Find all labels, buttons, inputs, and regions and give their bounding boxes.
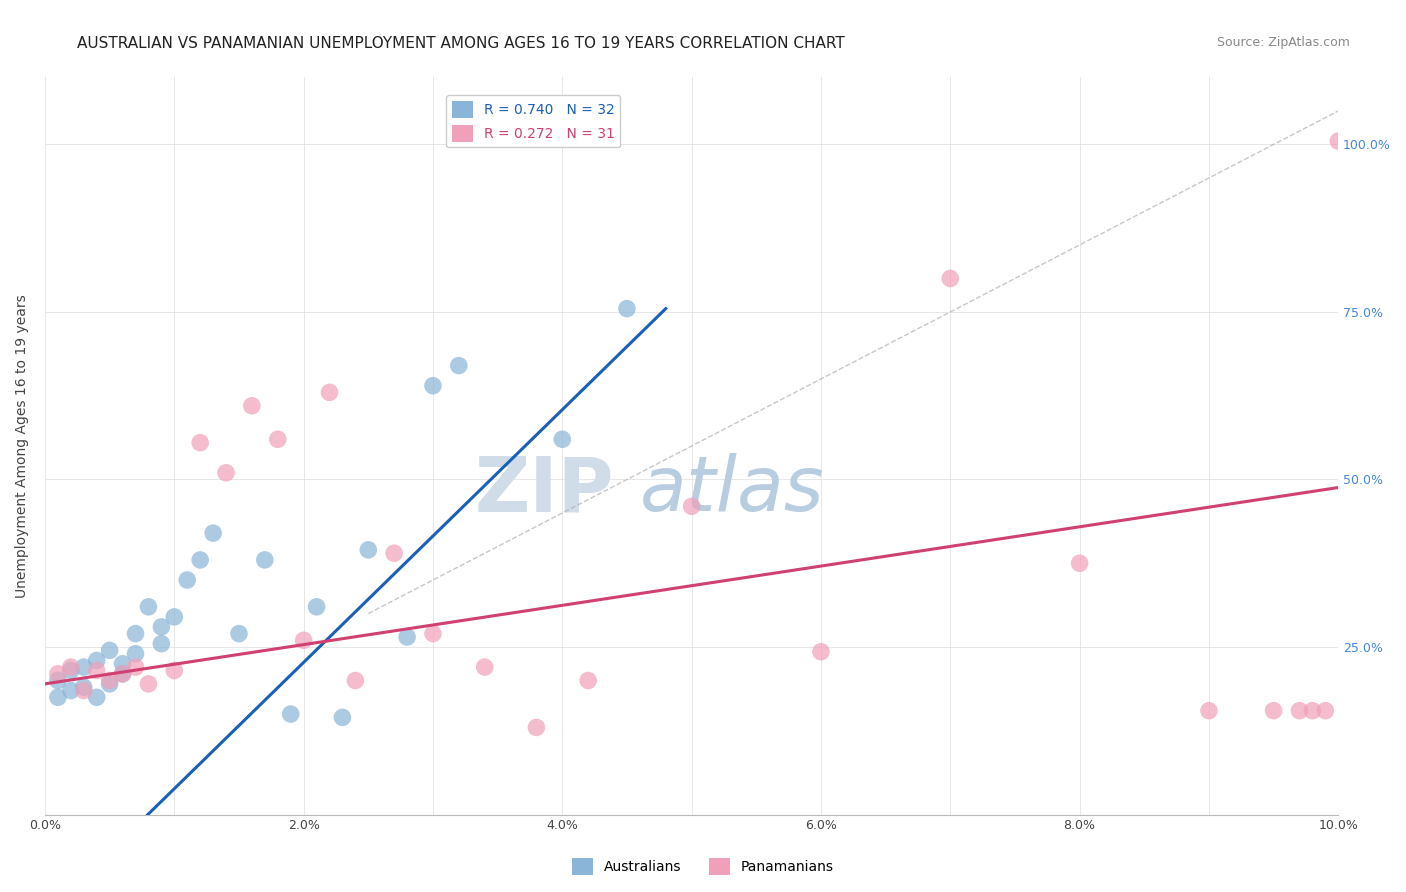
Point bbox=[253, 553, 276, 567]
Point bbox=[138, 599, 160, 614]
Point bbox=[98, 673, 121, 688]
Point bbox=[1288, 704, 1310, 718]
Point bbox=[98, 677, 121, 691]
Point bbox=[46, 673, 69, 688]
Point bbox=[422, 378, 444, 392]
Point bbox=[396, 630, 419, 644]
Point bbox=[59, 664, 82, 678]
Point bbox=[1069, 556, 1091, 570]
Point bbox=[382, 546, 405, 560]
Point bbox=[1263, 704, 1285, 718]
Point bbox=[228, 626, 250, 640]
Point bbox=[939, 271, 962, 285]
Text: Source: ZipAtlas.com: Source: ZipAtlas.com bbox=[1216, 36, 1350, 49]
Point bbox=[124, 660, 146, 674]
Point bbox=[616, 301, 638, 316]
Point bbox=[810, 645, 832, 659]
Point bbox=[551, 432, 574, 446]
Point bbox=[474, 660, 496, 674]
Point bbox=[188, 435, 211, 450]
Point bbox=[73, 660, 96, 674]
Point bbox=[176, 573, 198, 587]
Legend: R = 0.740   N = 32, R = 0.272   N = 31: R = 0.740 N = 32, R = 0.272 N = 31 bbox=[446, 95, 620, 147]
Point bbox=[59, 683, 82, 698]
Point bbox=[86, 653, 108, 667]
Point bbox=[86, 664, 108, 678]
Point bbox=[305, 599, 328, 614]
Point bbox=[86, 690, 108, 705]
Text: ZIP: ZIP bbox=[474, 453, 614, 527]
Point bbox=[240, 399, 263, 413]
Y-axis label: Unemployment Among Ages 16 to 19 years: Unemployment Among Ages 16 to 19 years bbox=[15, 294, 30, 598]
Point bbox=[111, 666, 134, 681]
Point bbox=[111, 657, 134, 671]
Point bbox=[526, 721, 548, 735]
Point bbox=[150, 620, 173, 634]
Point bbox=[280, 706, 302, 721]
Point bbox=[163, 610, 186, 624]
Text: atlas: atlas bbox=[640, 453, 824, 527]
Point bbox=[1315, 704, 1337, 718]
Point bbox=[318, 385, 340, 400]
Point bbox=[150, 637, 173, 651]
Point bbox=[73, 683, 96, 698]
Point bbox=[447, 359, 470, 373]
Point bbox=[46, 690, 69, 705]
Point bbox=[124, 647, 146, 661]
Point bbox=[111, 666, 134, 681]
Point bbox=[422, 626, 444, 640]
Point bbox=[1198, 704, 1220, 718]
Point bbox=[357, 542, 380, 557]
Point bbox=[73, 680, 96, 694]
Point bbox=[124, 626, 146, 640]
Point bbox=[202, 526, 225, 541]
Point bbox=[681, 500, 703, 514]
Point bbox=[138, 677, 160, 691]
Point bbox=[344, 673, 367, 688]
Point bbox=[1301, 704, 1323, 718]
Point bbox=[576, 673, 599, 688]
Point bbox=[188, 553, 211, 567]
Point bbox=[292, 633, 315, 648]
Text: AUSTRALIAN VS PANAMANIAN UNEMPLOYMENT AMONG AGES 16 TO 19 YEARS CORRELATION CHAR: AUSTRALIAN VS PANAMANIAN UNEMPLOYMENT AM… bbox=[77, 36, 845, 51]
Point bbox=[215, 466, 238, 480]
Point bbox=[332, 710, 354, 724]
Point bbox=[267, 432, 290, 446]
Point bbox=[163, 664, 186, 678]
Point bbox=[59, 660, 82, 674]
Point bbox=[46, 666, 69, 681]
Point bbox=[1327, 134, 1350, 148]
Legend: Australians, Panamanians: Australians, Panamanians bbox=[567, 853, 839, 880]
Point bbox=[98, 643, 121, 657]
